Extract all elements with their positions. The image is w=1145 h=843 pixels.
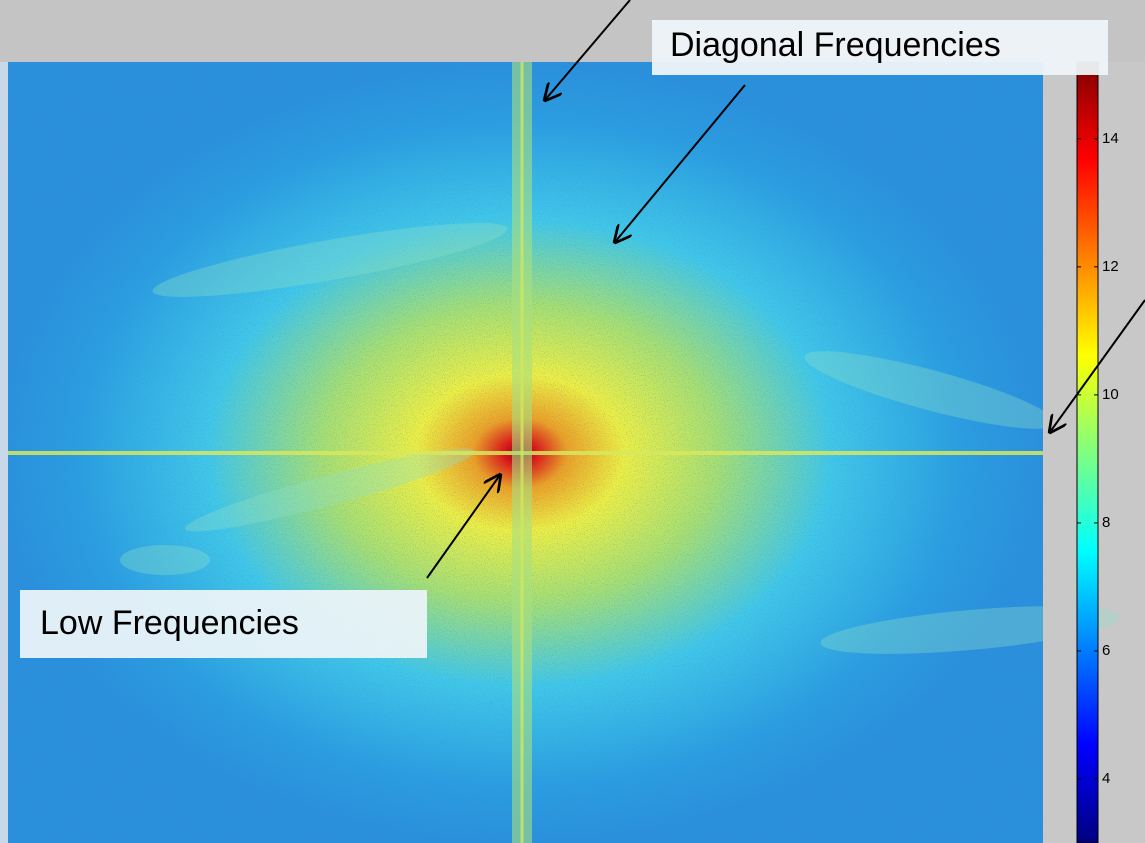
chart: 4 6 8 10 12 14 Diagonal Frequencies Low Frequ… (0, 0, 1145, 843)
left-strip (0, 62, 8, 843)
spectrum (0, 62, 1121, 843)
artifact (120, 545, 210, 575)
colorbar-tick-label: 12 (1102, 258, 1119, 275)
page: 4 6 8 10 12 14 Diagonal Frequencies Low Frequ… (0, 0, 1145, 843)
colorbar-fill (1077, 62, 1098, 843)
colorbar-tick-label: 14 (1102, 130, 1119, 147)
annotation: Low Frequencies (40, 604, 299, 642)
colorbar-tick-label: 10 (1102, 386, 1119, 403)
colorbar-tick-label: 8 (1102, 514, 1110, 531)
annotation: Diagonal Frequencies (670, 26, 1001, 64)
colorbar: 4 6 8 10 12 14 (1077, 62, 1119, 843)
colorbar-tick-label: 4 (1102, 770, 1110, 787)
right-gap (1043, 62, 1077, 843)
colorbar-tick-label: 6 (1102, 642, 1110, 659)
